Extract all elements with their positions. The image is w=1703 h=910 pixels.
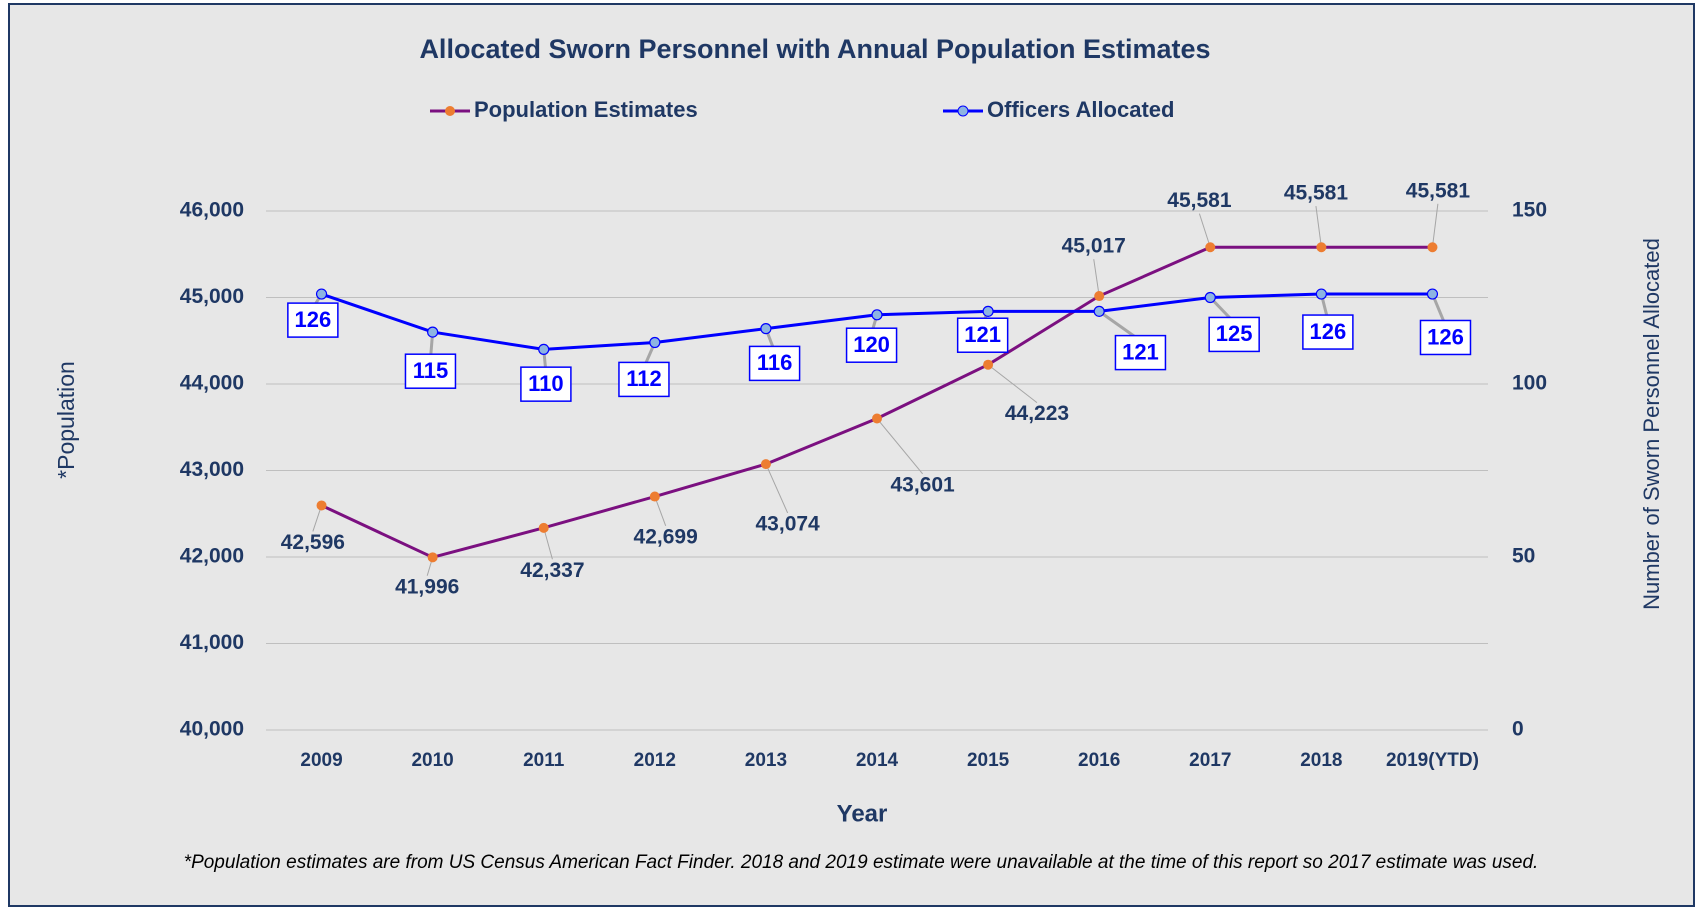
data-label: 45,581: [1284, 182, 1349, 205]
y2-tick-label: 50: [1512, 545, 1535, 568]
chart-title: Allocated Sworn Personnel with Annual Po…: [419, 34, 1210, 64]
data-label: 43,601: [890, 473, 955, 496]
data-label: 121: [964, 322, 1001, 347]
y-tick-label: 46,000: [180, 199, 244, 222]
point: [1205, 242, 1216, 253]
point: [1315, 288, 1327, 300]
point: [1204, 291, 1216, 304]
x-tick-label: 2015: [967, 750, 1010, 771]
point: [982, 305, 994, 317]
legend-marker: [445, 106, 455, 116]
data-label: 121: [1122, 339, 1159, 364]
y2-tick-label: 150: [1512, 199, 1547, 222]
point: [427, 552, 438, 563]
data-label: 43,074: [756, 512, 821, 535]
data-label: 110: [528, 371, 564, 396]
data-label-box: [1302, 314, 1354, 350]
x-tick-label: 2013: [745, 750, 787, 771]
legend-marker: [957, 105, 969, 117]
leader-line: [1431, 203, 1439, 248]
x-tick-label: 2016: [1078, 750, 1120, 771]
data-label: 125: [1216, 321, 1253, 346]
data-label: 115: [413, 358, 449, 383]
legend-label: Population Estimates: [474, 97, 698, 122]
point: [1427, 242, 1438, 253]
y2-tick-label: 0: [1512, 718, 1524, 741]
data-label: 126: [1427, 324, 1464, 349]
leader-line: [876, 418, 923, 475]
leader-line: [1093, 259, 1100, 297]
leader-line: [654, 496, 667, 526]
data-label: 42,596: [281, 531, 345, 554]
data-label: 126: [294, 307, 331, 332]
data-label-box: [845, 327, 898, 363]
data-label: 116: [757, 350, 793, 375]
data-label: 112: [626, 366, 662, 391]
y-tick-label: 43,000: [180, 458, 244, 481]
leader-line: [987, 364, 1038, 404]
data-label: 126: [1310, 319, 1347, 344]
point: [1094, 291, 1105, 302]
footnote: *Population estimates are from US Census…: [184, 852, 1539, 873]
point: [538, 343, 550, 355]
x-tick-label: 2018: [1300, 750, 1342, 771]
point: [760, 323, 772, 335]
point: [649, 336, 661, 349]
data-label-box: [287, 302, 339, 338]
data-label: 41,996: [395, 575, 459, 598]
x-tick-label: 2019(YTD): [1386, 750, 1479, 771]
leader-line: [1315, 205, 1322, 248]
point: [1426, 288, 1439, 300]
data-label-box: [1208, 316, 1260, 353]
y-tick-label: 40,000: [180, 718, 244, 741]
chart-frame: [8, 3, 1695, 907]
point: [316, 500, 327, 511]
data-label: 42,337: [520, 559, 584, 582]
point: [427, 326, 439, 338]
point: [538, 522, 549, 533]
legend-label: Officers Allocated: [987, 97, 1174, 122]
data-label-box: [956, 317, 1009, 353]
y-tick-label: 42,000: [180, 545, 244, 568]
y-tick-label: 44,000: [180, 372, 244, 395]
point: [649, 491, 660, 502]
leader-line: [765, 463, 789, 514]
leader-line: [1198, 213, 1211, 248]
point: [1316, 242, 1327, 253]
point: [872, 413, 882, 424]
data-label: 120: [853, 332, 890, 357]
data-label-box: [520, 366, 572, 402]
y2-tick-label: 100: [1512, 372, 1547, 395]
x-tick-label: 2012: [634, 750, 676, 771]
point: [760, 459, 771, 470]
leader-line: [543, 527, 553, 560]
data-label-box: [1419, 319, 1472, 356]
x-tick-label: 2014: [856, 750, 899, 771]
data-label-box: [404, 353, 457, 389]
x-axis-label: Year: [837, 800, 888, 827]
data-label: 45,581: [1167, 189, 1232, 212]
y-axis-label: *Population: [53, 361, 79, 479]
x-tick-label: 2017: [1189, 750, 1231, 771]
data-label: 45,017: [1062, 235, 1126, 258]
x-tick-label: 2011: [523, 750, 565, 771]
y-tick-label: 41,000: [180, 631, 244, 654]
y-tick-label: 45,000: [180, 285, 244, 308]
x-tick-label: 2010: [411, 750, 453, 771]
point: [315, 288, 328, 300]
point: [1093, 305, 1105, 317]
point: [983, 359, 994, 370]
data-label-box: [1114, 334, 1167, 371]
data-label-box: [748, 345, 801, 382]
data-label: 44,223: [1005, 402, 1069, 425]
data-label: 45,581: [1406, 179, 1471, 202]
data-label-box: [618, 361, 670, 398]
point: [871, 309, 883, 321]
y2-axis-label: Number of Sworn Personnel Allocated: [1639, 238, 1664, 610]
x-tick-label: 2009: [300, 750, 342, 771]
data-label: 42,699: [634, 525, 698, 548]
